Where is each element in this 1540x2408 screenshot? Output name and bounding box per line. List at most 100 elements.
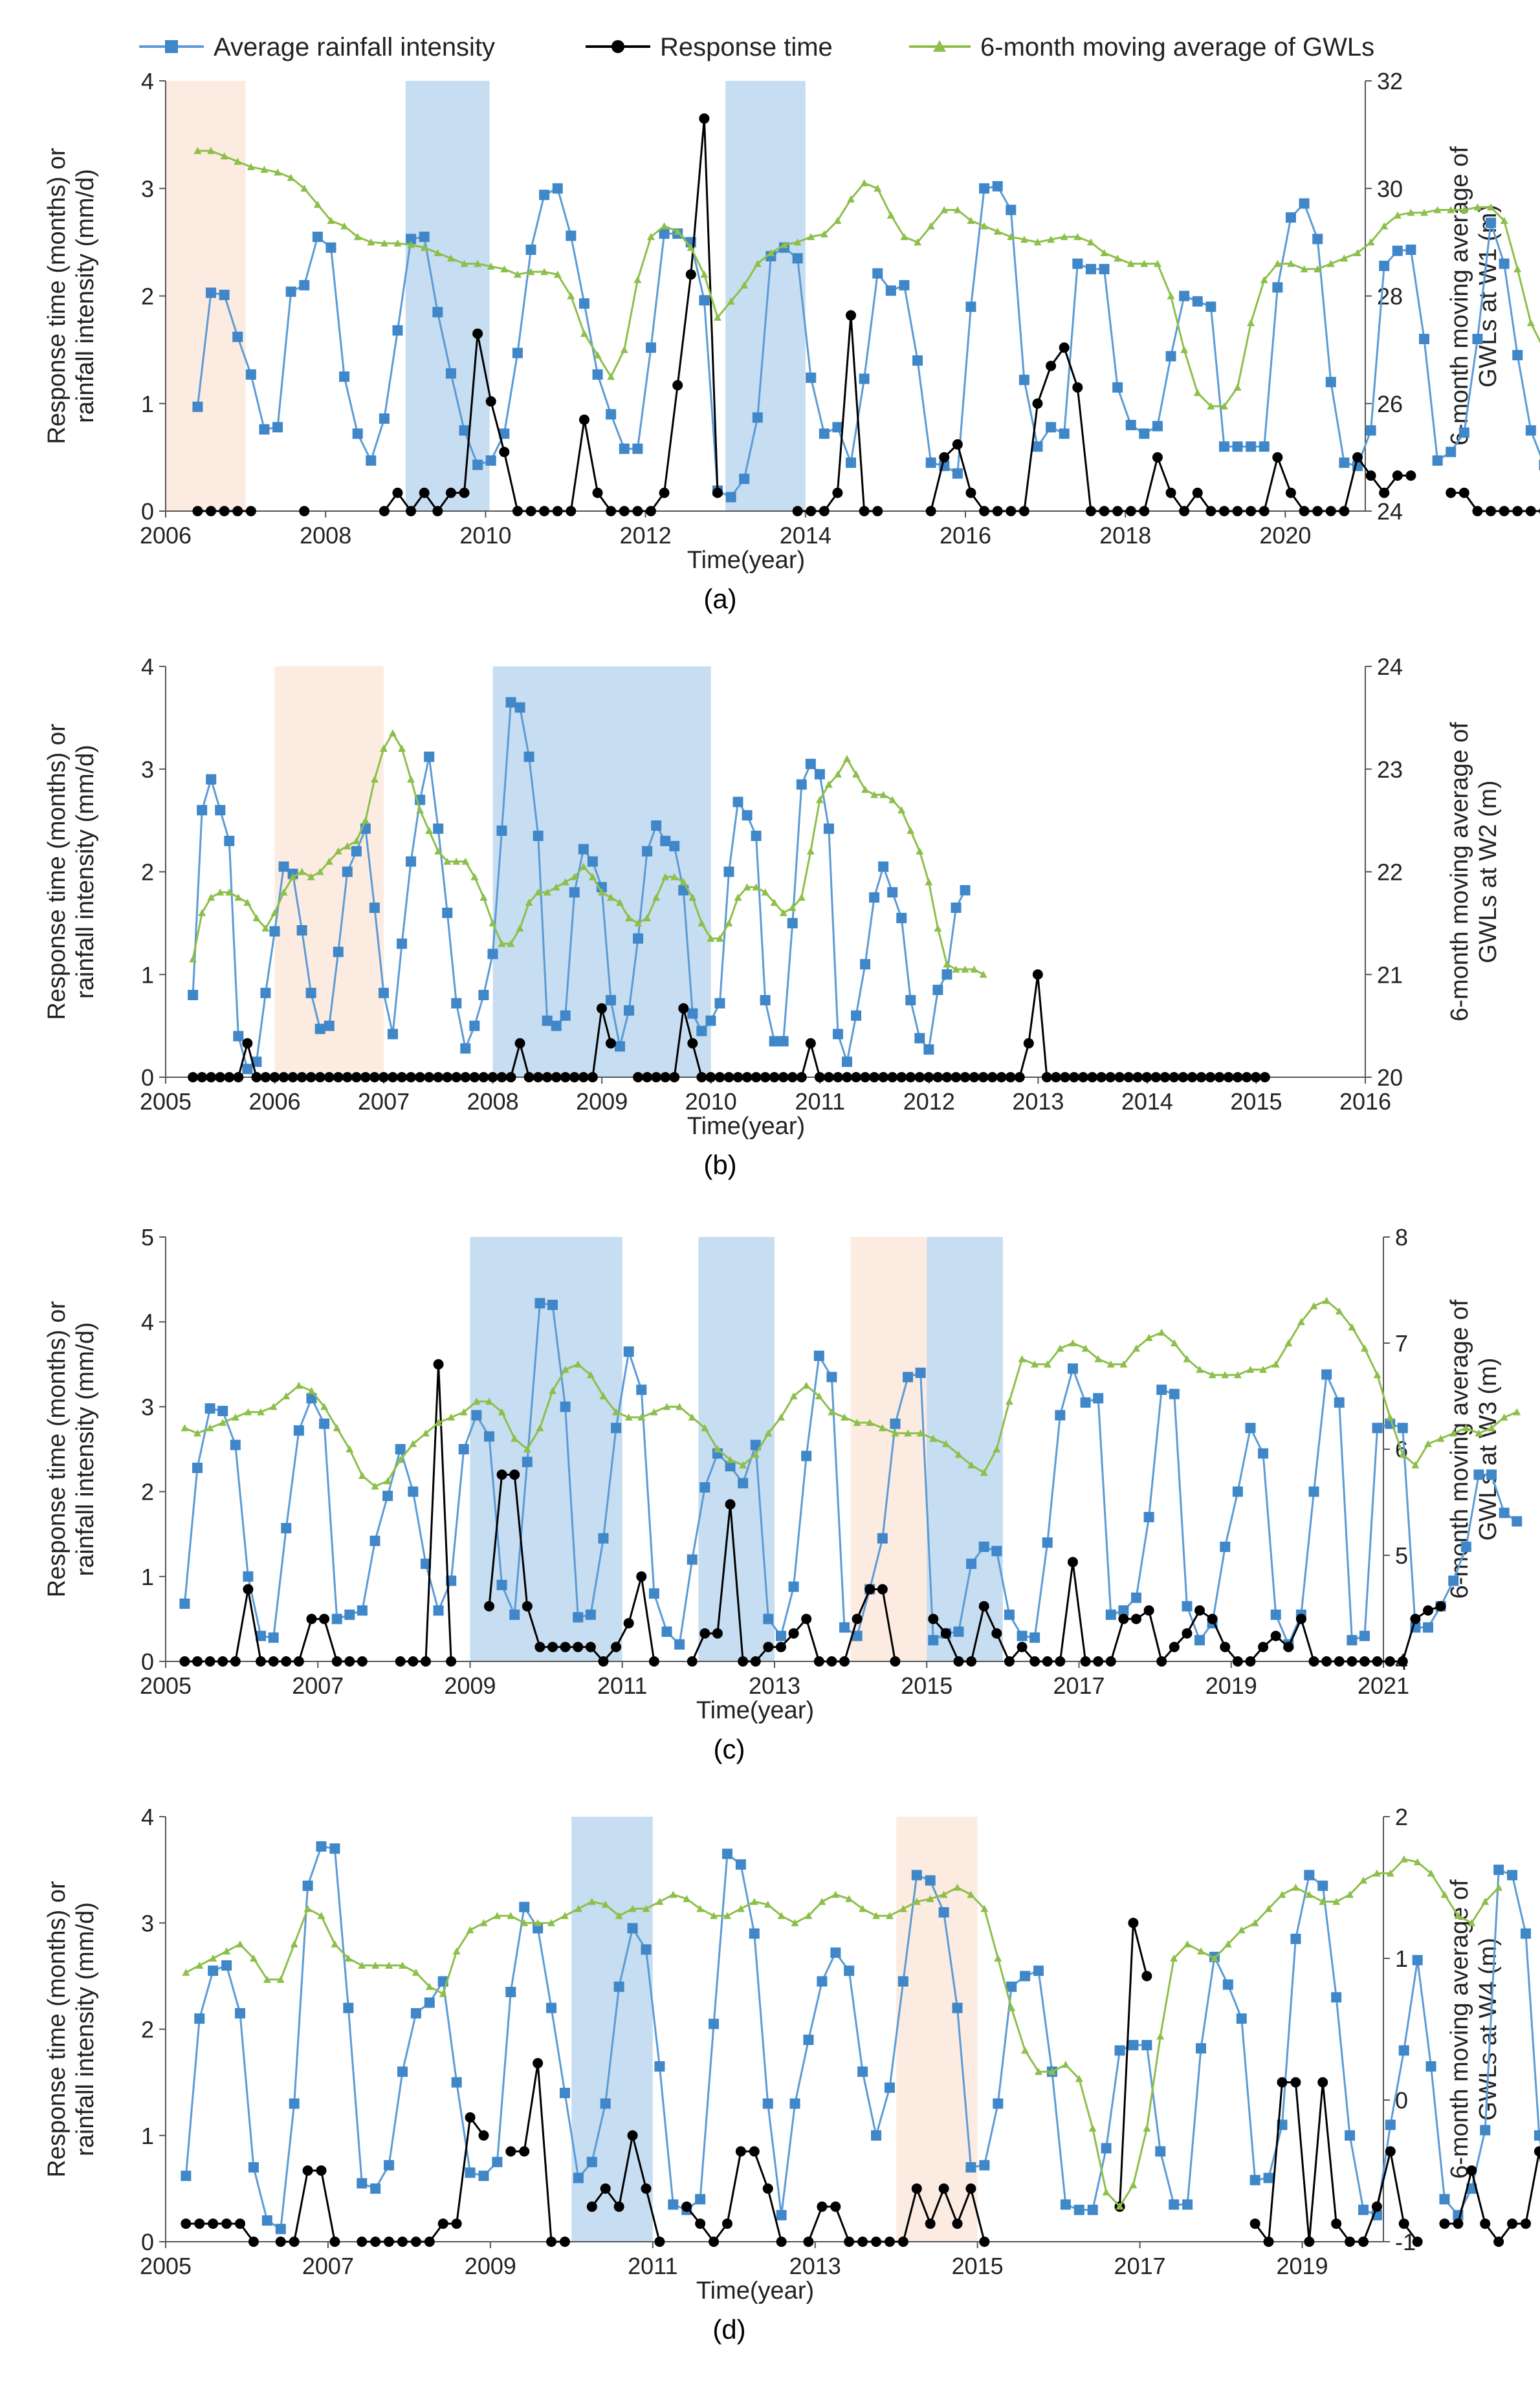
rainfall-point <box>1299 198 1310 209</box>
rainfall-point <box>709 2019 720 2030</box>
rainfall-point <box>1419 334 1430 344</box>
gwl-point <box>701 1424 709 1432</box>
rainfall-point <box>951 903 962 914</box>
x-tick-label: 2007 <box>358 1088 410 1115</box>
gwl-point <box>416 806 424 814</box>
rainfall-point <box>1439 2194 1450 2205</box>
response-point <box>496 1072 507 1082</box>
response-point <box>278 1072 289 1082</box>
response-point <box>699 113 710 124</box>
response-point <box>578 1072 589 1082</box>
gwl-point <box>344 1954 353 1962</box>
rainfall-point <box>552 183 563 194</box>
rainfall-point <box>329 1843 340 1854</box>
rainfall-point <box>424 1997 435 2008</box>
response-point <box>293 1656 304 1667</box>
gwl-point <box>967 1461 976 1469</box>
rainfall-point <box>1101 2143 1112 2154</box>
response-point <box>215 1072 226 1082</box>
gwl-point <box>263 1975 271 1983</box>
response-point <box>379 506 390 516</box>
response-point <box>1352 452 1363 463</box>
x-tick-label: 2011 <box>628 2253 677 2279</box>
rainfall-point <box>611 1423 622 1434</box>
right-tick-label: 7 <box>1395 1330 1408 1357</box>
response-point <box>978 1601 989 1612</box>
response-point <box>384 2237 395 2247</box>
gwl-point <box>303 1905 312 1912</box>
response-point <box>687 1038 698 1049</box>
response-point <box>1194 1605 1205 1616</box>
response-point <box>217 1656 228 1667</box>
response-point <box>864 1584 875 1595</box>
response-point <box>932 1072 943 1082</box>
response-point <box>1085 506 1096 516</box>
rainfall-point <box>314 1023 325 1034</box>
response-point <box>769 1072 780 1082</box>
rainfall-point <box>1486 1469 1497 1480</box>
gwl-point <box>1081 1344 1090 1352</box>
rainfall-point <box>1480 2125 1491 2136</box>
rainfall-point <box>333 947 344 958</box>
x-tick-label: 2007 <box>292 1672 344 1699</box>
rainfall-point <box>1192 296 1203 307</box>
shaded-period-dry <box>896 1817 978 2242</box>
response-point <box>1308 1656 1319 1667</box>
gwl-point <box>182 1968 190 1976</box>
gwl-point <box>1468 1919 1476 1927</box>
x-tick-label: 2007 <box>302 2253 354 2279</box>
gwl-point <box>688 893 697 901</box>
rainfall-point <box>397 2066 408 2077</box>
response-point <box>256 1656 267 1667</box>
response-point <box>357 2237 368 2247</box>
response-point <box>551 1072 562 1082</box>
gwl-point <box>325 857 333 865</box>
gwl-point <box>628 1905 637 1912</box>
rainfall-point <box>801 1450 812 1461</box>
gwl-point <box>637 1413 646 1421</box>
response-point <box>1165 487 1176 498</box>
rainfall-point <box>923 1044 934 1055</box>
response-point <box>1512 506 1523 516</box>
x-tick-label: 2018 <box>1099 522 1151 549</box>
gwl-point <box>588 1898 596 1905</box>
left-tick-label: 0 <box>141 498 154 525</box>
rainfall-point <box>1432 455 1443 466</box>
right-tick-label: 24 <box>1377 498 1403 525</box>
response-point <box>344 1656 355 1667</box>
rainfall-point <box>1425 2061 1436 2072</box>
gwl-point <box>831 1890 840 1898</box>
response-point <box>1141 1072 1152 1082</box>
response-point <box>1385 1656 1396 1667</box>
gwl-point <box>878 1424 886 1432</box>
rainfall-point <box>197 805 208 816</box>
rainfall-point <box>1499 258 1510 269</box>
gwl-point <box>317 1912 325 1920</box>
gwl-point <box>1271 1360 1280 1368</box>
response-point <box>1141 1971 1152 1982</box>
rainfall-point <box>1143 1511 1154 1522</box>
gwl-point <box>967 217 975 224</box>
rainfall-point <box>911 1870 922 1881</box>
response-point <box>305 1072 316 1082</box>
rainfall-point <box>723 866 734 877</box>
rainfall-point <box>732 796 743 807</box>
rainfall-point <box>204 1403 215 1414</box>
response-point <box>1435 1601 1446 1612</box>
gwl-point <box>1183 1355 1191 1363</box>
response-point <box>1023 1038 1034 1049</box>
response-point <box>859 506 870 516</box>
gwl-point <box>752 883 760 891</box>
rainfall-point <box>1131 1592 1142 1603</box>
response-point <box>592 487 603 498</box>
rainfall-point <box>803 2034 814 2045</box>
rainfall-point <box>269 926 280 937</box>
gwl-point <box>1500 217 1508 224</box>
gwl-point <box>570 873 578 881</box>
legend-item-response: Response time <box>586 33 833 61</box>
gwl-point <box>282 1392 291 1399</box>
gwl-point <box>970 965 978 973</box>
gwl-point <box>852 770 861 778</box>
gwl-point <box>1018 1355 1026 1363</box>
rainfall-point <box>636 1385 647 1396</box>
